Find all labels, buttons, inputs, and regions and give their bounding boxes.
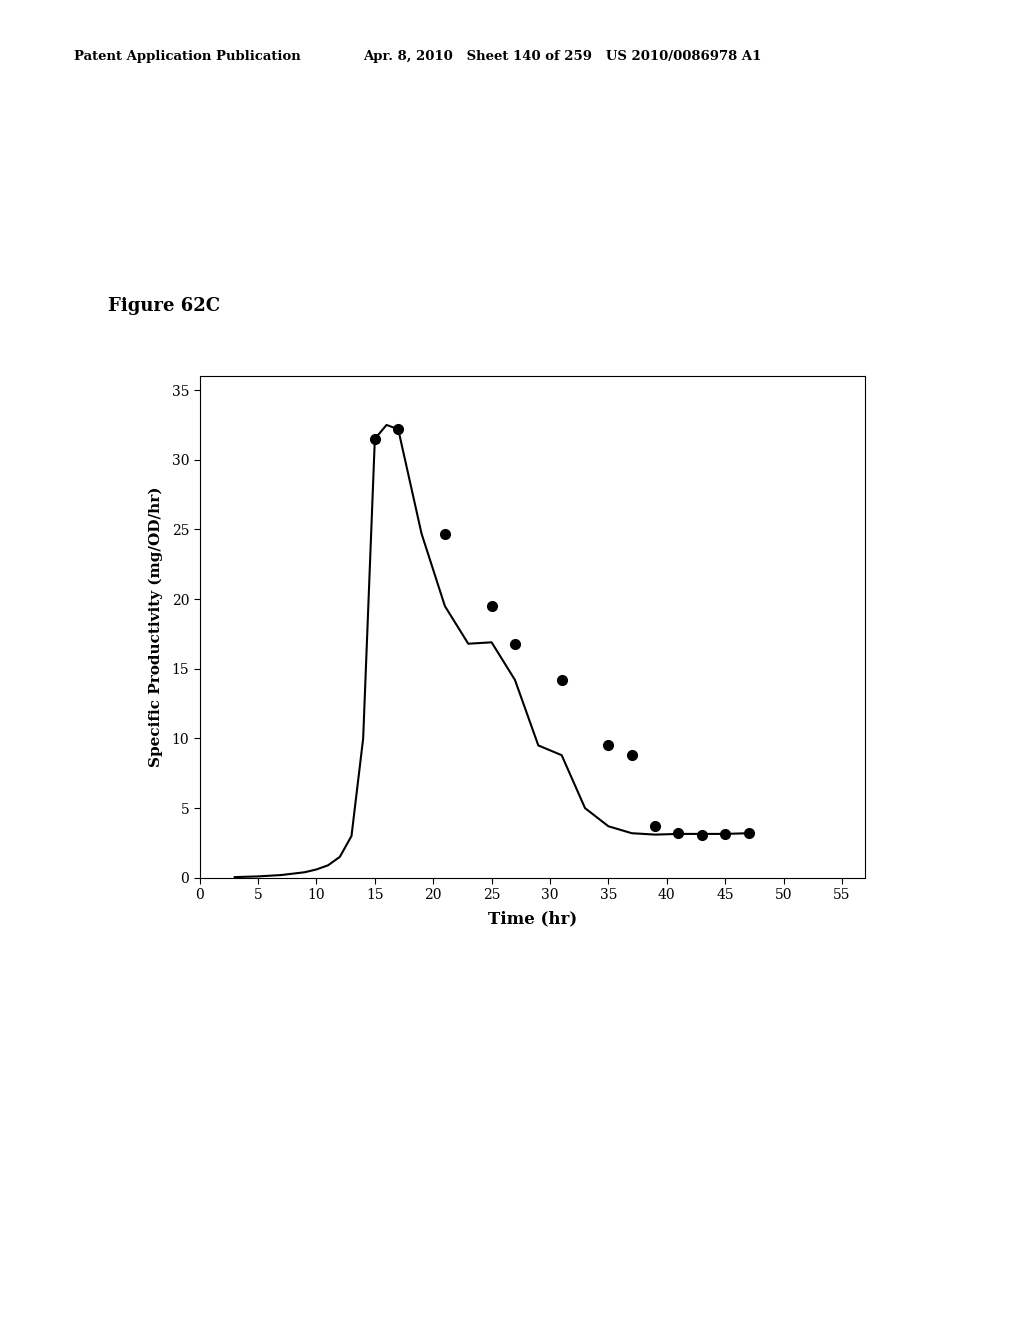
Text: Patent Application Publication: Patent Application Publication — [74, 50, 300, 63]
X-axis label: Time (hr): Time (hr) — [487, 911, 578, 928]
Text: Apr. 8, 2010   Sheet 140 of 259   US 2010/0086978 A1: Apr. 8, 2010 Sheet 140 of 259 US 2010/00… — [364, 50, 762, 63]
Y-axis label: Specific Productivity (mg/OD/hr): Specific Productivity (mg/OD/hr) — [148, 487, 163, 767]
Text: Figure 62C: Figure 62C — [108, 297, 219, 315]
